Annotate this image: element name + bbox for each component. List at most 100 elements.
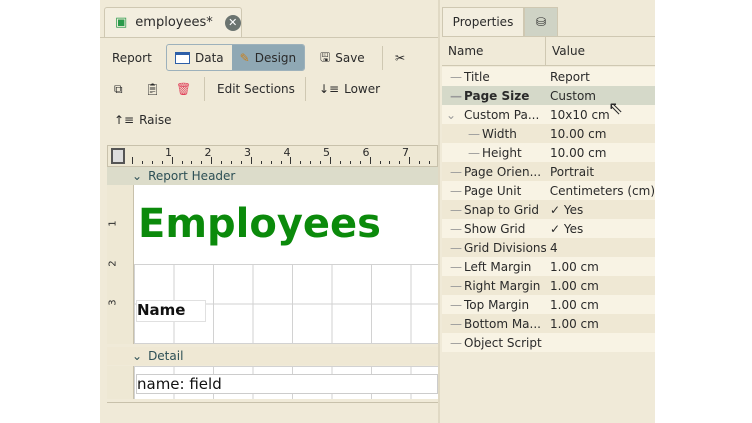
tab-title: employees* (135, 15, 213, 30)
column-name[interactable]: Name (442, 37, 546, 65)
ruler-tick (132, 157, 133, 164)
property-value[interactable]: 10x10 cm (550, 107, 610, 122)
clipboard-icon: 📋︎ (145, 82, 161, 96)
property-value[interactable]: ✓ Yes (550, 221, 584, 236)
column-value[interactable]: Value (552, 44, 585, 58)
ruler-tick (419, 161, 421, 164)
edit-sections-button[interactable]: Edit Sections (217, 82, 295, 96)
property-value[interactable]: 1.00 cm (550, 297, 599, 312)
property-value[interactable]: 10.00 cm (550, 126, 607, 141)
ruler-label: 1 (107, 220, 119, 227)
divider (305, 77, 306, 101)
ruler-tick (231, 161, 232, 164)
property-name: Bottom Ma... (464, 316, 541, 331)
tab-properties[interactable]: Properties (442, 7, 524, 36)
property-row[interactable]: — Height 10.00 cm (442, 143, 655, 162)
tree-line: — (450, 221, 462, 236)
ruler-tick (300, 161, 302, 164)
save-icon: 🖫 (320, 49, 331, 64)
raise-button[interactable]: ↑≡ Raise (114, 113, 172, 127)
property-value[interactable]: 1.00 cm (550, 278, 599, 293)
ruler-tick (221, 161, 223, 164)
property-value[interactable]: Portrait (550, 164, 595, 179)
design-button[interactable]: ✎ Design (231, 45, 305, 70)
tree-line: — (468, 145, 480, 160)
chevron-down-icon[interactable]: ⌄ (446, 107, 457, 122)
property-name: Page Unit (464, 183, 522, 198)
splitter[interactable] (438, 0, 440, 423)
property-row[interactable]: — Object Script (442, 333, 655, 352)
ruler-tick (379, 161, 381, 164)
save-button[interactable]: 🖫 Save (320, 45, 365, 71)
divider (382, 46, 383, 70)
cut-button[interactable]: ✂ (395, 45, 405, 71)
close-icon[interactable]: ✕ (224, 14, 241, 31)
copy-icon: ⧉ (114, 81, 123, 96)
ruler-label: 7 (402, 146, 409, 159)
raise-icon: ↑≡ (114, 113, 135, 127)
tree-line: — (450, 335, 462, 350)
property-value[interactable]: 10.00 cm (550, 145, 607, 160)
property-row[interactable]: — Top Margin 1.00 cm (442, 295, 655, 314)
ruler-tick (359, 161, 361, 164)
ruler-label: 5 (323, 146, 330, 159)
property-name: Show Grid (464, 221, 526, 236)
name-field[interactable]: name: field (136, 374, 438, 394)
tab-employees[interactable]: ▣ employees* ✕ (104, 7, 242, 37)
chevron-down-icon: ⌄ (132, 349, 143, 363)
property-name: Page Size (464, 88, 530, 103)
property-row[interactable]: — Show Grid ✓ Yes (442, 219, 655, 238)
copy-button[interactable]: ⧉ (114, 76, 123, 102)
ruler-label: 3 (107, 299, 119, 306)
property-row[interactable]: — Right Margin 1.00 cm (442, 276, 655, 295)
ruler-tick (141, 161, 143, 164)
property-row[interactable]: — Page Size Custom (442, 86, 655, 105)
tree-line: — (450, 69, 462, 84)
property-value[interactable]: Custom (550, 88, 596, 103)
tab-database[interactable]: ⛁ (524, 7, 558, 36)
property-value[interactable]: 4 (550, 240, 558, 255)
report-header-canvas: Employees Name (134, 185, 438, 344)
property-row[interactable]: — Grid Divisions 4 (442, 238, 655, 257)
property-row[interactable]: — Page Unit Centimeters (cm) (442, 181, 655, 200)
tree-line: — (450, 316, 462, 331)
name-column-label[interactable]: Name (136, 300, 206, 322)
report-icon: ▣ (115, 15, 128, 30)
property-value[interactable]: ✓ Yes (550, 202, 584, 217)
paste-button[interactable]: 📋︎ (145, 76, 160, 102)
report-title-label[interactable]: Employees (138, 201, 381, 247)
section-report-header[interactable]: ⌄ Report Header (107, 167, 438, 185)
ruler-tick (191, 161, 193, 164)
ruler-corner-icon[interactable] (111, 148, 125, 164)
ruler-label: 1 (165, 146, 172, 159)
tree-line: — (450, 278, 462, 293)
ruler-tick (399, 161, 401, 164)
property-row[interactable]: — Bottom Ma... 1.00 cm (442, 314, 655, 333)
property-row[interactable]: — Width 10.00 cm (442, 124, 655, 143)
lower-icon: ↓≡ (319, 82, 340, 96)
ruler-tick (290, 157, 292, 164)
property-value[interactable]: 1.00 cm (550, 259, 599, 274)
property-value[interactable]: Report (550, 69, 590, 84)
property-row[interactable]: — Left Margin 1.00 cm (442, 257, 655, 276)
ruler-tick (151, 161, 153, 164)
data-button[interactable]: Data (167, 45, 232, 70)
property-name: Title (464, 69, 490, 84)
vertical-ruler: 1 2 3 (107, 185, 134, 344)
tree-line: — (450, 88, 462, 103)
lower-button[interactable]: ↓≡ Lower (319, 82, 381, 96)
property-name: Top Margin (464, 297, 530, 312)
property-row[interactable]: — Title Report (442, 67, 655, 86)
property-name: Snap to Grid (464, 202, 540, 217)
detail-canvas: name: field (134, 366, 438, 399)
tree-line: — (450, 164, 462, 179)
property-row[interactable]: ⌄ Custom Pa... 10x10 cm (442, 105, 655, 124)
property-row[interactable]: — Page Orien... Portrait (442, 162, 655, 181)
scissors-icon: ✂ (395, 51, 406, 65)
property-value[interactable]: 1.00 cm (550, 316, 599, 331)
property-row[interactable]: — Snap to Grid ✓ Yes (442, 200, 655, 219)
delete-button[interactable]: 🗑︎ (176, 76, 191, 102)
property-value[interactable]: Centimeters (cm) (549, 183, 655, 198)
section-detail[interactable]: ⌄ Detail (107, 347, 438, 365)
ruler-tick (280, 161, 282, 164)
